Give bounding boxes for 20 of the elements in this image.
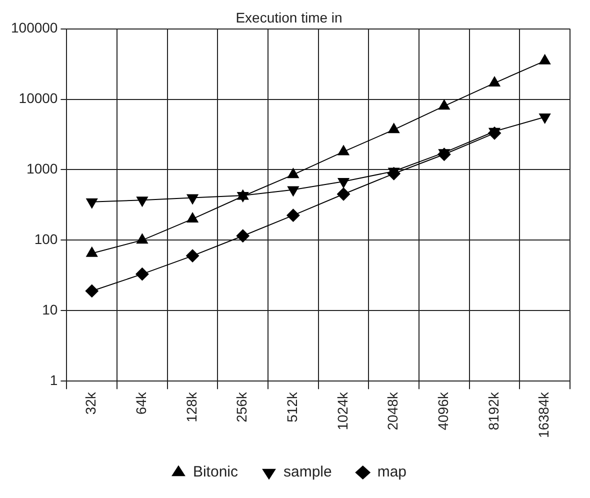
legend-label: Bitonic: [192, 464, 238, 481]
legend-label: sample: [283, 464, 332, 481]
x-tick-label: 32k: [82, 391, 99, 415]
x-tick-label: 16384k: [536, 391, 552, 438]
x-tick-label: 2048k: [384, 391, 401, 430]
y-tick-label: 100000: [11, 20, 58, 36]
y-tick-label: 1000: [26, 160, 58, 177]
x-tick-label: 64k: [133, 391, 150, 415]
x-tick-label: 256k: [234, 391, 250, 422]
y-tick-label: 100: [34, 231, 58, 248]
y-tick-label: 1: [50, 372, 58, 388]
y-tick-label: 10000: [18, 90, 58, 106]
y-tick-label: 10: [42, 301, 58, 318]
legend-label: map: [377, 464, 407, 481]
x-tick-label: 8192k: [485, 391, 502, 430]
x-tick-label: 128k: [183, 391, 200, 422]
x-tick-label: 1024k: [334, 391, 350, 430]
x-tick-label: 512k: [284, 391, 300, 422]
chart-title: Execution time in: [236, 9, 342, 26]
x-tick-label: 4096k: [435, 391, 452, 430]
